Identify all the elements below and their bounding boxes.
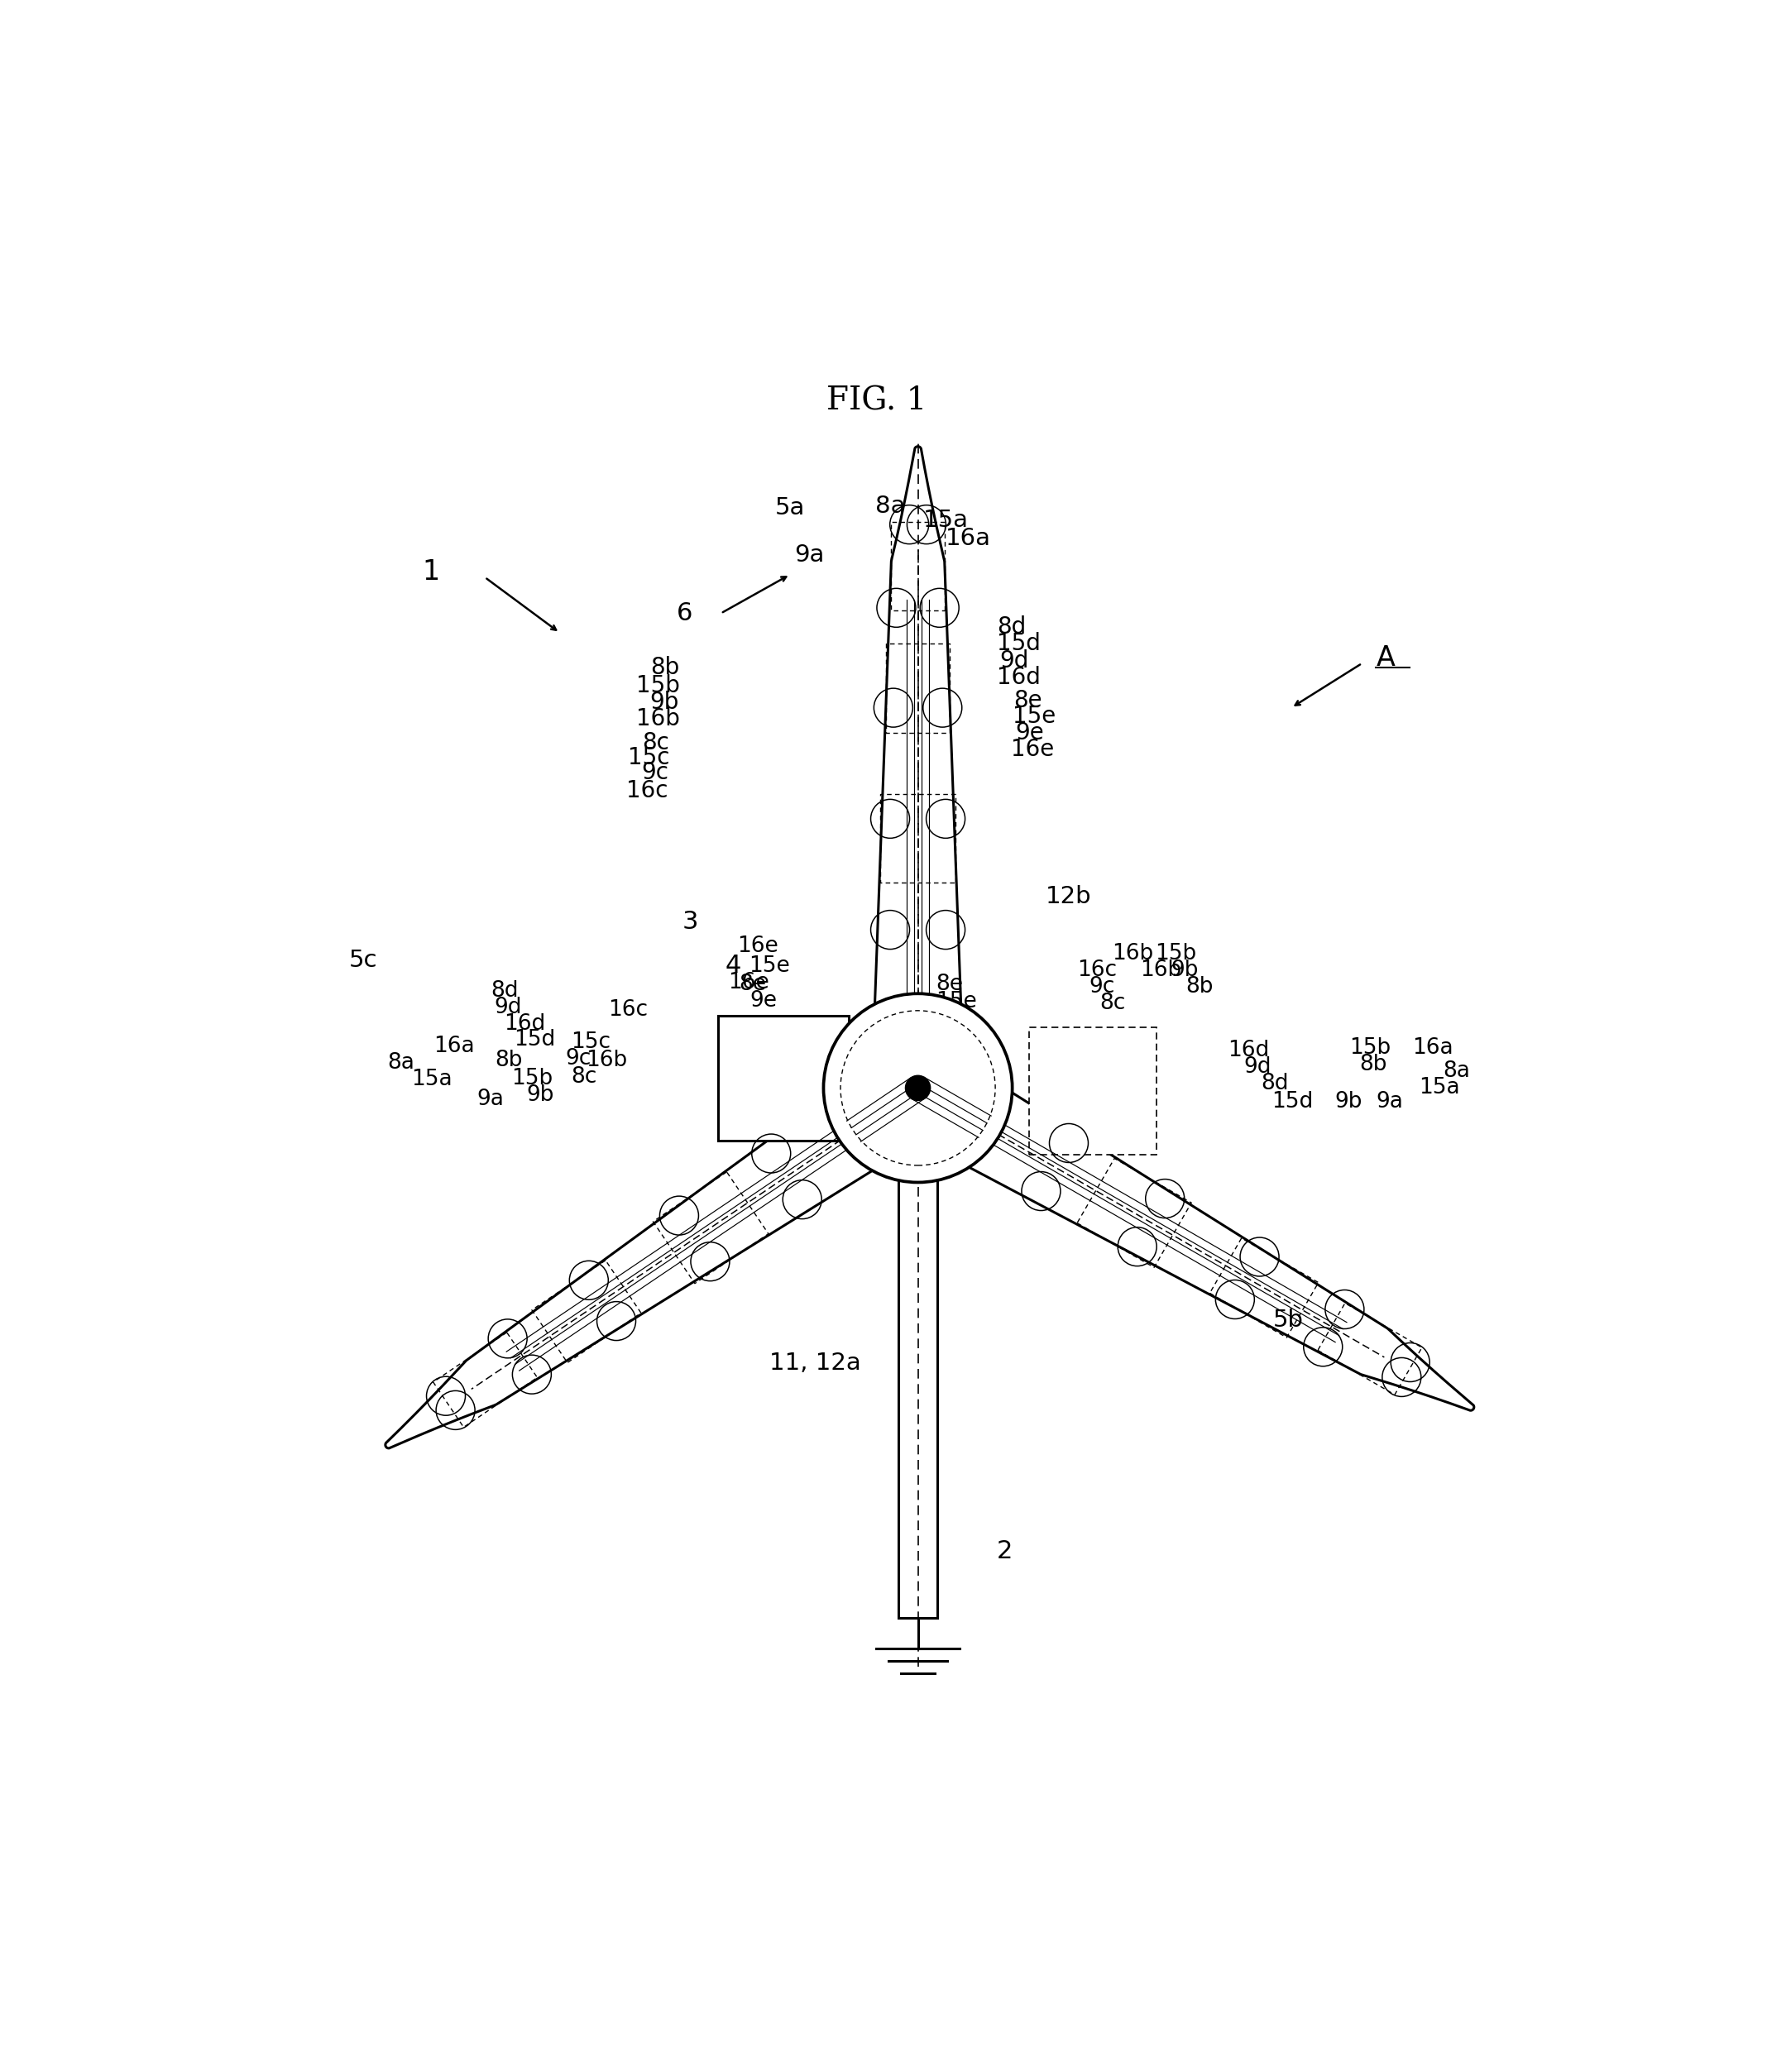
- Text: 9e: 9e: [750, 990, 777, 1011]
- Text: 8e: 8e: [740, 974, 767, 995]
- Text: 9b: 9b: [650, 690, 679, 713]
- Text: 15e: 15e: [749, 955, 790, 976]
- Text: 15b: 15b: [1155, 943, 1196, 963]
- Text: 15d: 15d: [514, 1028, 555, 1051]
- Text: 15a: 15a: [924, 510, 969, 533]
- Text: 9d: 9d: [1245, 1057, 1272, 1077]
- Text: 15e: 15e: [1012, 704, 1055, 727]
- Text: 16b: 16b: [586, 1051, 627, 1071]
- Text: 5b: 5b: [1273, 1307, 1304, 1332]
- Text: 16e: 16e: [937, 1026, 978, 1048]
- Text: 9d: 9d: [494, 997, 523, 1017]
- Text: 16e: 16e: [727, 972, 768, 992]
- Text: 15b: 15b: [510, 1067, 553, 1090]
- Text: 16a: 16a: [946, 526, 990, 549]
- Text: 8d: 8d: [1261, 1073, 1288, 1094]
- Bar: [1028, 1028, 1157, 1154]
- Bar: [718, 1015, 849, 1142]
- Text: 15a: 15a: [1418, 1077, 1460, 1098]
- Text: 8c: 8c: [571, 1067, 596, 1088]
- Text: 15e: 15e: [937, 990, 978, 1013]
- Text: A: A: [1375, 644, 1395, 671]
- Text: 16a: 16a: [1411, 1036, 1453, 1059]
- Text: 15c: 15c: [571, 1032, 611, 1053]
- Text: 16d: 16d: [1227, 1040, 1270, 1061]
- Text: 9d: 9d: [999, 649, 1030, 671]
- Text: 9b: 9b: [527, 1084, 553, 1106]
- Text: 9e: 9e: [1015, 721, 1044, 744]
- Text: 8b: 8b: [1186, 976, 1214, 997]
- Text: 16e: 16e: [738, 937, 779, 957]
- Text: 16e: 16e: [1010, 738, 1055, 760]
- Text: 9a: 9a: [476, 1088, 503, 1111]
- Text: 8d: 8d: [491, 980, 518, 1001]
- Text: 16d: 16d: [505, 1013, 546, 1034]
- Text: 8c: 8c: [1100, 992, 1127, 1013]
- Text: 1: 1: [423, 557, 441, 586]
- Text: 15d: 15d: [1272, 1092, 1313, 1113]
- Text: 8a: 8a: [874, 495, 904, 518]
- Text: 2: 2: [998, 1539, 1014, 1564]
- Text: 5c: 5c: [349, 949, 378, 972]
- Text: 16b: 16b: [1139, 959, 1182, 980]
- Text: 8d: 8d: [998, 615, 1026, 638]
- Text: 16c: 16c: [609, 999, 648, 1021]
- Text: 4: 4: [725, 953, 741, 978]
- Text: 15a: 15a: [412, 1069, 453, 1090]
- Circle shape: [906, 1075, 930, 1100]
- Text: 9b: 9b: [1171, 959, 1198, 980]
- Text: 5a: 5a: [776, 497, 804, 520]
- Text: 11, 12a: 11, 12a: [770, 1351, 861, 1374]
- Text: 6: 6: [677, 601, 693, 626]
- Text: 12b: 12b: [1046, 885, 1091, 908]
- Text: 16b: 16b: [636, 707, 681, 731]
- Text: 9c: 9c: [566, 1048, 591, 1069]
- Text: 9a: 9a: [795, 543, 824, 566]
- Text: 3: 3: [682, 910, 698, 934]
- Text: 16b: 16b: [1112, 943, 1153, 963]
- Text: 9b: 9b: [1334, 1092, 1361, 1113]
- Text: 15c: 15c: [629, 746, 670, 769]
- Text: 8b: 8b: [494, 1051, 523, 1071]
- Text: 9a: 9a: [1375, 1092, 1402, 1113]
- Text: 8b: 8b: [1359, 1055, 1386, 1075]
- Text: 16c: 16c: [1078, 959, 1118, 980]
- Circle shape: [824, 995, 1012, 1183]
- Bar: [899, 1102, 937, 1618]
- Text: 8e: 8e: [1014, 690, 1042, 713]
- Text: 15d: 15d: [998, 632, 1041, 655]
- Text: 8a: 8a: [387, 1053, 416, 1073]
- Text: 8b: 8b: [650, 657, 679, 680]
- Text: 15b: 15b: [636, 673, 681, 696]
- Text: 8c: 8c: [641, 731, 668, 754]
- Text: 8e: 8e: [937, 974, 964, 995]
- Text: 16c: 16c: [627, 779, 668, 802]
- Text: 16d: 16d: [998, 665, 1041, 688]
- Text: 9c: 9c: [1089, 976, 1114, 997]
- Text: 9e: 9e: [937, 1007, 964, 1030]
- Text: 9c: 9c: [641, 760, 670, 785]
- Text: FIG. 1: FIG. 1: [826, 385, 926, 416]
- Text: 8a: 8a: [1442, 1061, 1470, 1082]
- Text: 15b: 15b: [1350, 1036, 1392, 1059]
- Text: 16a: 16a: [433, 1036, 475, 1057]
